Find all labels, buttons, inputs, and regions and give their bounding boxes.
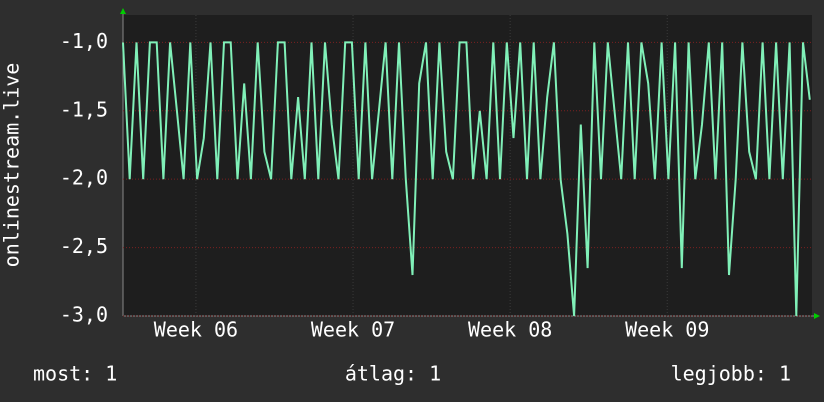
y-tick-label: -1,5 <box>60 97 108 121</box>
footer-average: átlag: 1 <box>345 362 441 386</box>
x-tick-label: Week 08 <box>468 318 552 342</box>
axis-arrow <box>120 8 126 14</box>
y-tick-label: -2,5 <box>60 234 108 258</box>
y-tick-label: -1,0 <box>60 29 108 53</box>
data-line <box>122 41 811 317</box>
axis-arrow <box>814 313 820 319</box>
footer-best: legjobb: 1 <box>671 362 791 386</box>
y-axis-label: onlinestream.live <box>0 63 24 268</box>
x-tick-label: Week 06 <box>154 318 238 342</box>
x-tick-label: Week 07 <box>311 318 395 342</box>
y-tick-label: -2,0 <box>60 166 108 190</box>
y-tick-label: -3,0 <box>60 303 108 327</box>
footer-current: most: 1 <box>33 362 117 386</box>
x-tick-label: Week 09 <box>625 318 709 342</box>
